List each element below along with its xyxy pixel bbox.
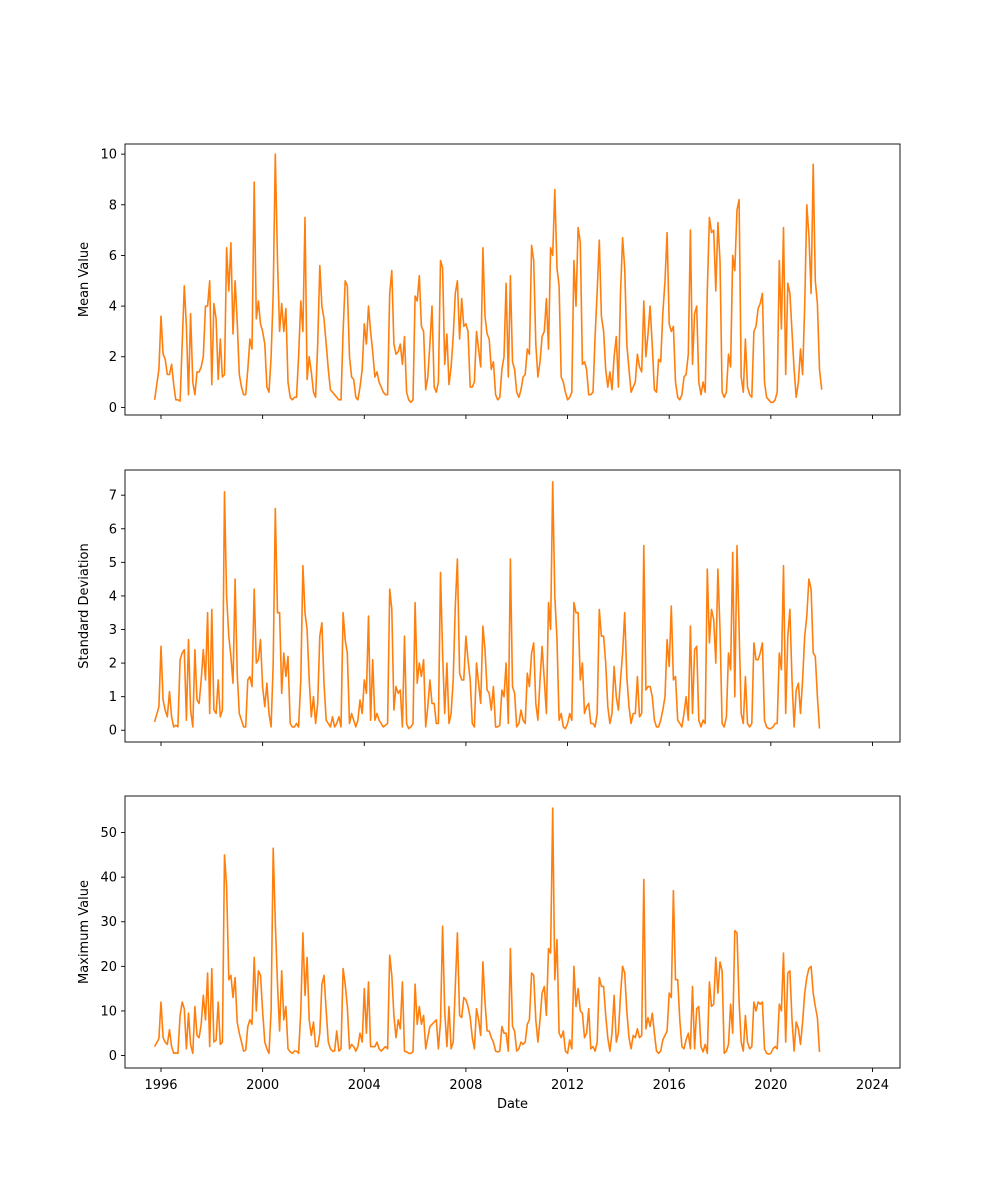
y-tick-label: 40 bbox=[100, 871, 117, 886]
x-tick-label: 2008 bbox=[449, 1078, 482, 1093]
y-tick-label: 0 bbox=[109, 1049, 117, 1064]
series-line bbox=[153, 481, 821, 730]
y-tick-label: 6 bbox=[109, 249, 117, 264]
axes-frame bbox=[124, 469, 901, 743]
y-tick-label: 10 bbox=[100, 148, 117, 163]
y-tick-label: 30 bbox=[100, 915, 117, 930]
y-tick-label: 50 bbox=[100, 826, 117, 841]
y-tick-label: 8 bbox=[109, 198, 117, 213]
y-tick-label: 7 bbox=[109, 489, 117, 504]
x-tick-label: 1996 bbox=[144, 1078, 177, 1093]
y-tick-label: 5 bbox=[109, 556, 117, 571]
y-tick-label: 4 bbox=[109, 300, 117, 315]
x-tick-label: 2024 bbox=[856, 1078, 889, 1093]
y-tick-label: 2 bbox=[109, 350, 117, 365]
y-tick-label: 3 bbox=[109, 623, 117, 638]
x-tick-label: 2004 bbox=[348, 1078, 381, 1093]
axes-frame bbox=[124, 143, 901, 416]
x-tick-label: 2016 bbox=[653, 1078, 686, 1093]
axes-frame bbox=[124, 795, 901, 1069]
y-tick-label: 2 bbox=[109, 657, 117, 672]
y-axis-label: Standard Deviation bbox=[77, 543, 92, 668]
y-tick-label: 1 bbox=[109, 690, 117, 705]
x-tick-label: 2012 bbox=[551, 1078, 584, 1093]
x-tick-label: 2020 bbox=[754, 1078, 787, 1093]
series-line bbox=[153, 807, 821, 1055]
series-line bbox=[153, 153, 823, 404]
x-axis-label: Date bbox=[497, 1097, 528, 1112]
y-tick-label: 0 bbox=[109, 401, 117, 416]
y-axis-label: Mean Value bbox=[77, 242, 92, 317]
x-tick-label: 2000 bbox=[246, 1078, 279, 1093]
y-axis-label: Maximum Value bbox=[77, 880, 92, 984]
y-tick-label: 6 bbox=[109, 522, 117, 537]
y-tick-label: 4 bbox=[109, 589, 117, 604]
y-tick-label: 10 bbox=[100, 1004, 117, 1019]
y-tick-label: 0 bbox=[109, 724, 117, 739]
y-tick-label: 20 bbox=[100, 960, 117, 975]
